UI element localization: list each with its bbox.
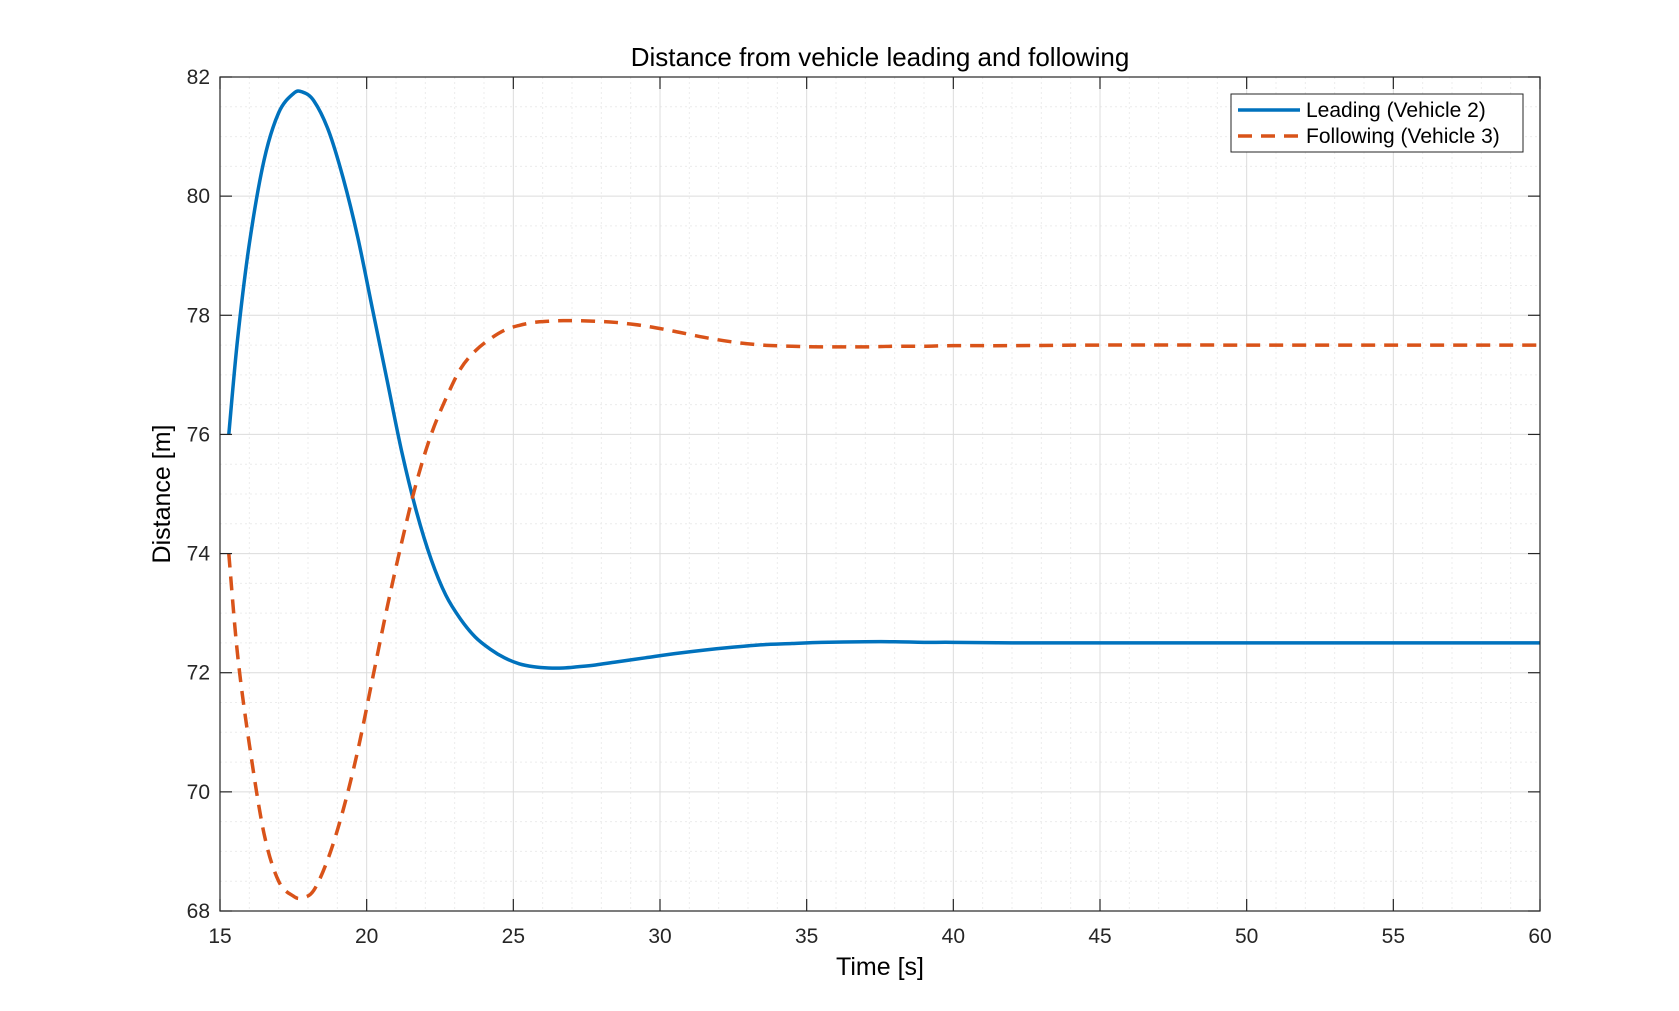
y-tick-label: 76 <box>187 423 210 446</box>
series-layer <box>227 89 1541 901</box>
x-tick-label: 35 <box>795 925 818 948</box>
legend-entry-leading: Leading (Vehicle 2) <box>1306 99 1486 122</box>
y-tick-label: 70 <box>187 781 210 804</box>
x-tick-label: 45 <box>1088 925 1111 948</box>
y-tick-label: 68 <box>187 900 210 923</box>
x-tick-label: 50 <box>1235 925 1258 948</box>
series-line-leading <box>227 89 1540 670</box>
x-tick-label: 20 <box>355 925 378 948</box>
chart-title: Distance from vehicle leading and follow… <box>631 42 1130 72</box>
axis-ticks <box>219 76 1541 912</box>
x-tick-label: 55 <box>1382 925 1405 948</box>
x-tick-label: 40 <box>942 925 965 948</box>
y-tick-label: 78 <box>187 304 210 327</box>
x-tick-label: 25 <box>502 925 525 948</box>
legend-entry-following: Following (Vehicle 3) <box>1306 125 1500 148</box>
y-tick-label: 72 <box>187 662 210 685</box>
legend-box <box>1230 93 1524 153</box>
y-tick-label: 82 <box>187 66 210 89</box>
y-tick-label: 74 <box>187 543 211 566</box>
y-tick-label: 80 <box>187 185 210 208</box>
x-tick-label: 60 <box>1528 925 1551 948</box>
y-axis-label: Distance [m] <box>148 425 176 564</box>
plot-frame <box>219 76 1541 912</box>
y-tick-labels: 68 70 72 74 76 78 80 82 <box>187 66 211 923</box>
series-line-following <box>227 318 1541 901</box>
x-tick-label: 15 <box>208 925 231 948</box>
x-tick-label: 30 <box>648 925 671 948</box>
x-axis-label: Time [s] <box>836 953 924 981</box>
minor-grid <box>220 77 1540 911</box>
legend: Leading (Vehicle 2) Following (Vehicle 3… <box>1230 93 1524 153</box>
x-tick-labels: 15 20 25 30 35 40 45 50 55 60 <box>208 925 1551 948</box>
